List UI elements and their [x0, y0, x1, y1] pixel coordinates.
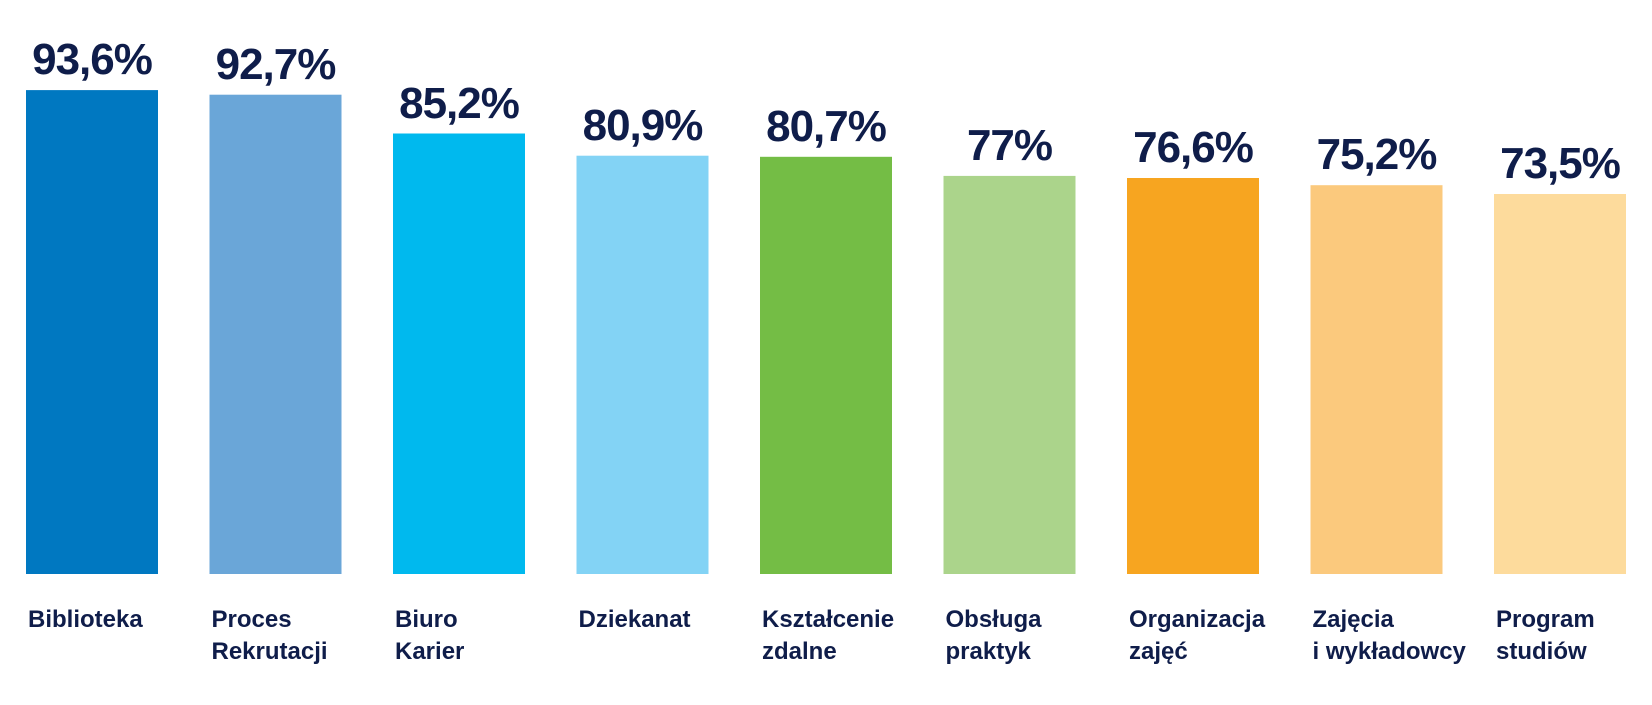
bar-1	[26, 90, 158, 574]
value-label-4: 80,9%	[582, 100, 704, 150]
category-label-line: i wykładowcy	[1312, 638, 1466, 665]
category-label-line: Obsługa	[945, 606, 1042, 633]
value-label-8: 75,2%	[1316, 130, 1438, 180]
value-label-3: 85,2%	[399, 78, 520, 128]
value-label-2: 92,7%	[215, 39, 337, 89]
category-label-5: Kształcenie zdalne	[762, 604, 894, 668]
bar-9	[1494, 194, 1626, 574]
category-label-line: Kształcenie	[762, 606, 895, 633]
value-label-1: 93,6%	[32, 35, 153, 85]
value-label-7: 76,6%	[1133, 122, 1254, 172]
category-label-line: praktyk	[945, 638, 1031, 665]
value-label-6: 77%	[966, 120, 1053, 170]
bar-6	[943, 175, 1076, 574]
category-label-line: Biuro	[395, 606, 458, 633]
bar-2	[209, 94, 342, 574]
category-label-2: Proces Rekrutacji	[212, 604, 328, 668]
category-label-line: Dziekanat	[578, 606, 691, 633]
category-label-9: Program studiów	[1496, 604, 1595, 668]
category-label-6: Obsługa praktyk	[946, 604, 1042, 668]
category-label-line: zajęć	[1129, 638, 1188, 665]
bars-group	[26, 90, 1626, 575]
bar-4	[576, 155, 709, 574]
bar-5	[760, 156, 892, 575]
bar-8	[1310, 185, 1443, 574]
category-label-line: Karier	[395, 638, 465, 665]
category-label-line: Biblioteka	[28, 606, 143, 633]
category-label-1: Biblioteka	[28, 604, 143, 636]
category-label-7: Organizacja zajęć	[1129, 604, 1265, 668]
category-label-3: Biuro Karier	[395, 604, 464, 668]
category-label-4: Dziekanat	[579, 604, 691, 636]
category-label-line: zdalne	[762, 638, 837, 665]
category-label-line: Zajęcia	[1312, 606, 1394, 633]
category-label-line: Proces	[211, 606, 292, 633]
value-label-5: 80,7%	[766, 101, 887, 151]
bar-7	[1127, 178, 1259, 574]
category-label-line: Program	[1496, 606, 1595, 633]
value-label-9: 73,5%	[1500, 139, 1621, 188]
category-label-line: Organizacja	[1129, 606, 1266, 633]
category-label-line: Rekrutacji	[211, 638, 328, 665]
category-label-8: Zajęcia i wykładowcy	[1313, 604, 1466, 668]
category-label-line: studiów	[1496, 638, 1587, 665]
bar-3	[393, 133, 525, 574]
